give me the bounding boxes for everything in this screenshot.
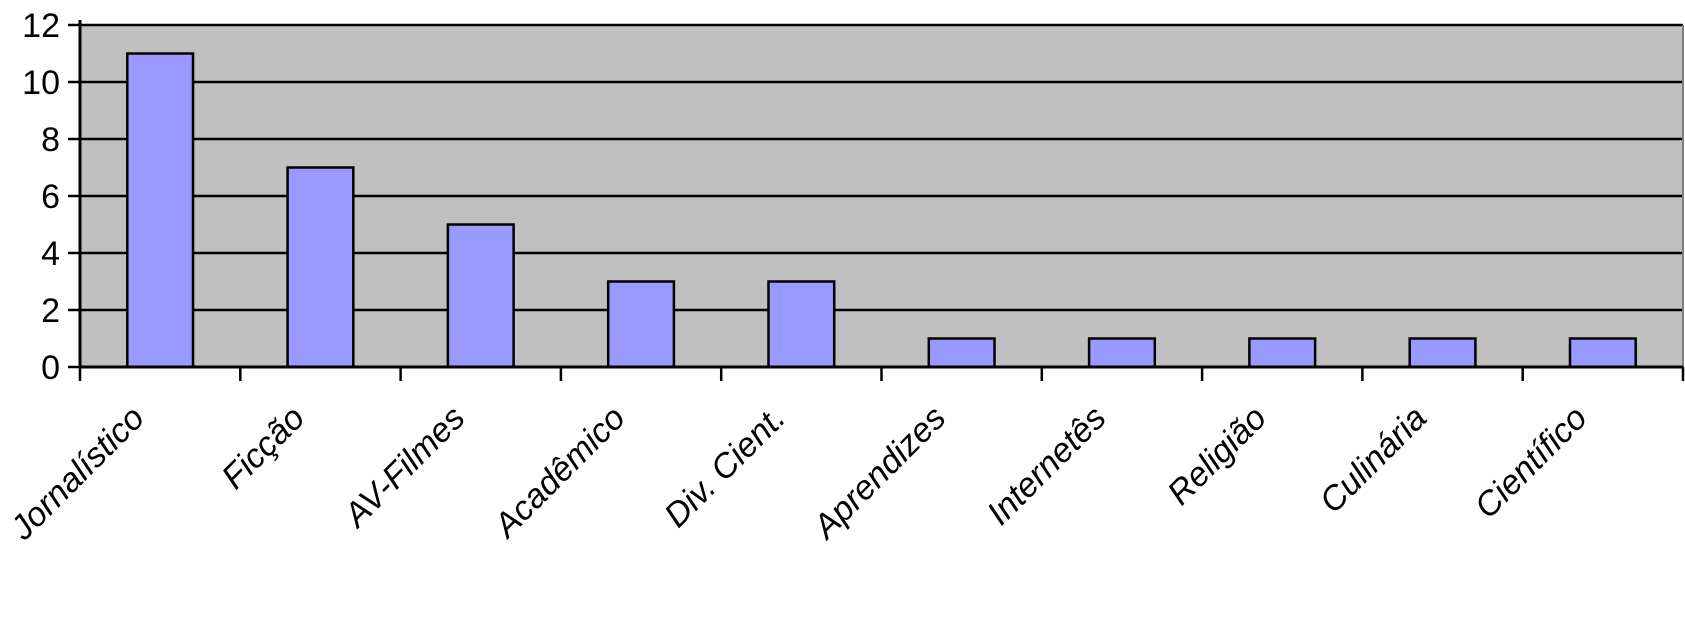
x-category-label: AV-Filmes [335, 399, 472, 536]
x-category-label: Internetês [980, 399, 1114, 533]
y-tick-label: 12 [22, 7, 60, 45]
bar [606, 280, 676, 369]
bar [1568, 337, 1637, 369]
y-tick-label: 6 [41, 178, 60, 216]
bar [1248, 337, 1317, 369]
axes [68, 20, 1685, 381]
y-tick-label: 4 [41, 235, 60, 273]
bar [767, 280, 836, 369]
bars [126, 52, 1637, 369]
x-category-label: Jornalístico [3, 399, 152, 548]
y-tick-labels: 0 2 4 6 8 10 12 [22, 7, 60, 387]
x-category-label: Acadêmico [485, 399, 632, 546]
x-category-label: Div. Cient. [657, 399, 793, 535]
x-category-label: Científico [1467, 399, 1594, 526]
x-category-label: Culinária [1312, 399, 1434, 521]
bar [286, 166, 355, 369]
x-category-labels: Jornalístico Ficção AV-Filmes Acadêmico Div.… [3, 399, 1595, 548]
x-category-label: Ficção [214, 399, 312, 497]
y-tick-label: 0 [41, 349, 60, 387]
y-tick-label: 8 [41, 121, 60, 159]
y-tick-label: 2 [41, 292, 60, 330]
bar [126, 52, 195, 369]
bar [446, 223, 515, 369]
y-tick-label: 10 [22, 64, 60, 102]
x-category-label: Religião [1160, 399, 1274, 513]
bar [1408, 337, 1477, 369]
x-category-label: Aprendizes [805, 399, 954, 548]
bar [1087, 337, 1157, 369]
bar [927, 337, 996, 369]
